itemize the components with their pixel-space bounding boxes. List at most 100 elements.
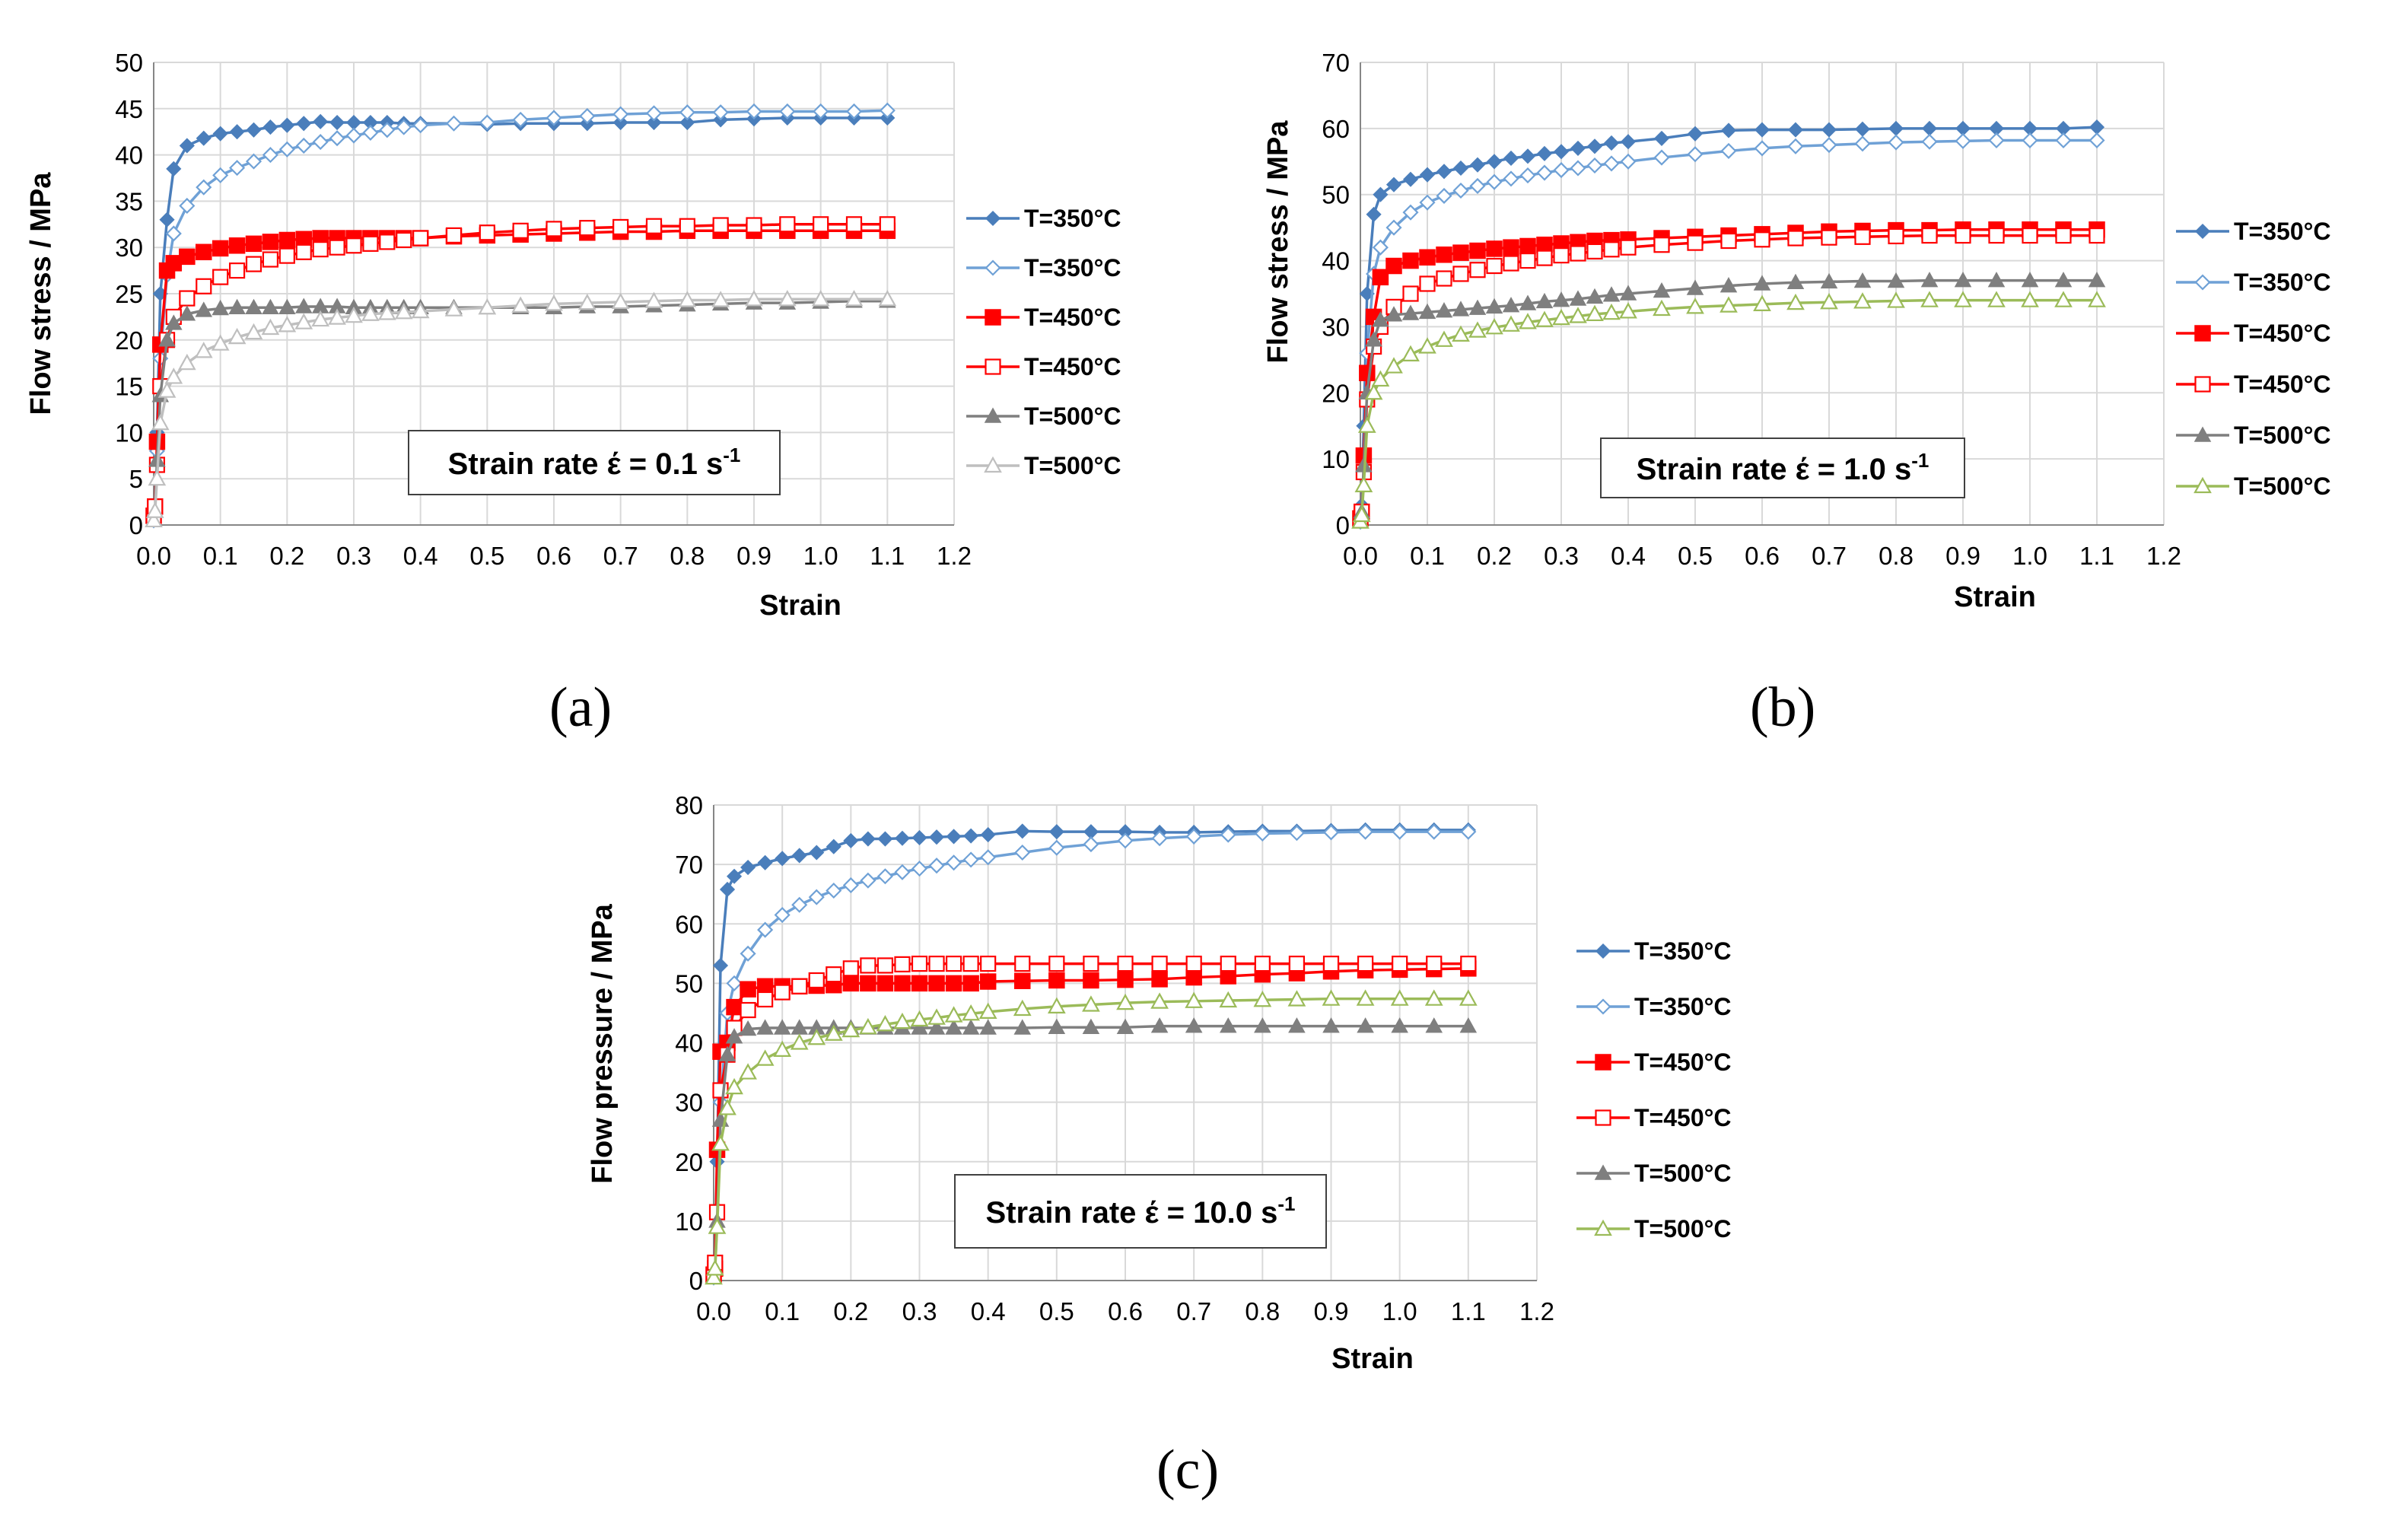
- data-point: [212, 126, 228, 142]
- data-point: [1014, 955, 1031, 972]
- chart-1: 0 5 10 15 20 25 30 35 40 45 50 0.0 0.1 0.2 0.3 0.4 0.5 0.…: [25, 49, 1121, 622]
- data-point: [2088, 291, 2106, 307]
- data-point: [740, 981, 756, 998]
- annotation-box: [408, 430, 781, 495]
- data-point: [1586, 157, 1603, 174]
- data-point: [979, 973, 997, 990]
- data-point: [1219, 1017, 1237, 1033]
- data-point: [927, 1008, 946, 1025]
- data-point: [1354, 476, 1373, 492]
- data-point: [962, 955, 979, 972]
- data-point: [279, 117, 295, 133]
- x-axis-title: Strain: [1954, 581, 2036, 613]
- legend-entry: T=500°C: [2176, 473, 2331, 500]
- data-point: [1552, 308, 1570, 326]
- data-point: [1786, 293, 1805, 310]
- data-point: [611, 292, 630, 310]
- y-tick-label: 50: [115, 49, 143, 77]
- data-point: [945, 955, 962, 972]
- x-axis-title: Strain: [1331, 1343, 1414, 1375]
- x-tick-label: 0.4: [1611, 542, 1646, 570]
- data-point: [893, 1012, 911, 1029]
- legend-marker: [985, 259, 1001, 276]
- data-point: [166, 161, 182, 177]
- data-point: [345, 114, 362, 131]
- data-point: [740, 1001, 756, 1019]
- legend-label: T=450°C: [1634, 1048, 1732, 1076]
- data-point: [911, 1019, 928, 1035]
- data-point: [911, 975, 928, 992]
- x-tick-label: 0.0: [696, 1297, 731, 1325]
- data-point: [361, 304, 380, 321]
- data-point: [842, 877, 859, 894]
- data-point: [1014, 823, 1030, 839]
- data-point: [313, 113, 329, 129]
- x-axis-title: Strain: [759, 590, 841, 622]
- data-point: [679, 104, 695, 121]
- legend-marker: [1595, 1109, 1611, 1126]
- data-point: [278, 247, 295, 264]
- data-point: [195, 301, 213, 317]
- data-point: [1486, 240, 1503, 257]
- data-point: [860, 831, 876, 847]
- legend-label: T=350°C: [1024, 205, 1121, 232]
- data-point: [2054, 272, 2073, 288]
- data-point: [1821, 122, 1837, 138]
- data-point: [843, 832, 859, 848]
- legend-entry: T=350°C: [1576, 993, 1732, 1020]
- y-tick-label: 70: [1322, 49, 1350, 77]
- data-point: [177, 353, 196, 371]
- data-point: [841, 1020, 861, 1038]
- data-point: [910, 1010, 929, 1027]
- legend-marker: [2194, 325, 2211, 342]
- data-point: [1486, 257, 1503, 275]
- legend-marker: [1594, 1164, 1612, 1180]
- data-point: [329, 239, 345, 256]
- data-point: [328, 308, 346, 325]
- data-point: [1468, 321, 1487, 338]
- data-point: [911, 829, 927, 846]
- data-point: [1364, 383, 1383, 400]
- series-6: [705, 989, 1478, 1285]
- data-point: [165, 314, 183, 330]
- data-point: [2021, 291, 2039, 307]
- legend-entry: T=500°C: [1576, 1160, 1732, 1187]
- legend-marker: [1595, 998, 1611, 1015]
- data-point: [1402, 171, 1419, 187]
- data-point: [808, 889, 825, 905]
- data-point: [1988, 227, 2005, 244]
- data-point: [151, 413, 170, 431]
- data-point: [978, 1002, 997, 1019]
- data-point: [1385, 357, 1403, 374]
- data-point: [1254, 1017, 1271, 1033]
- data-point: [1083, 972, 1099, 989]
- data-point: [791, 848, 807, 864]
- panel-label-b: (b): [1750, 676, 1816, 739]
- data-point: [1586, 304, 1604, 322]
- x-tick-label: 0.9: [1945, 542, 1980, 570]
- x-tick-label: 0.9: [1314, 1297, 1349, 1325]
- data-point: [726, 975, 743, 991]
- y-tick-label: 80: [675, 791, 703, 819]
- data-point: [876, 1015, 895, 1032]
- data-point: [1371, 370, 1390, 387]
- data-point: [362, 124, 379, 141]
- x-tick-label: 0.2: [833, 1297, 868, 1325]
- data-point: [1390, 989, 1409, 1006]
- data-point: [577, 293, 596, 310]
- data-point: [879, 102, 896, 119]
- legend-label: T=500°C: [1634, 1215, 1732, 1242]
- data-point: [712, 217, 729, 234]
- data-point: [228, 298, 246, 314]
- data-point: [1754, 231, 1770, 248]
- data-point: [1185, 1017, 1203, 1033]
- data-point: [946, 854, 962, 871]
- x-tick-label: 0.5: [469, 542, 504, 570]
- data-point: [1620, 239, 1637, 256]
- data-point: [278, 231, 296, 249]
- data-point: [445, 115, 463, 132]
- data-point: [1452, 160, 1469, 177]
- data-point: [1372, 269, 1389, 286]
- data-point: [1083, 836, 1099, 853]
- data-point: [1436, 164, 1452, 180]
